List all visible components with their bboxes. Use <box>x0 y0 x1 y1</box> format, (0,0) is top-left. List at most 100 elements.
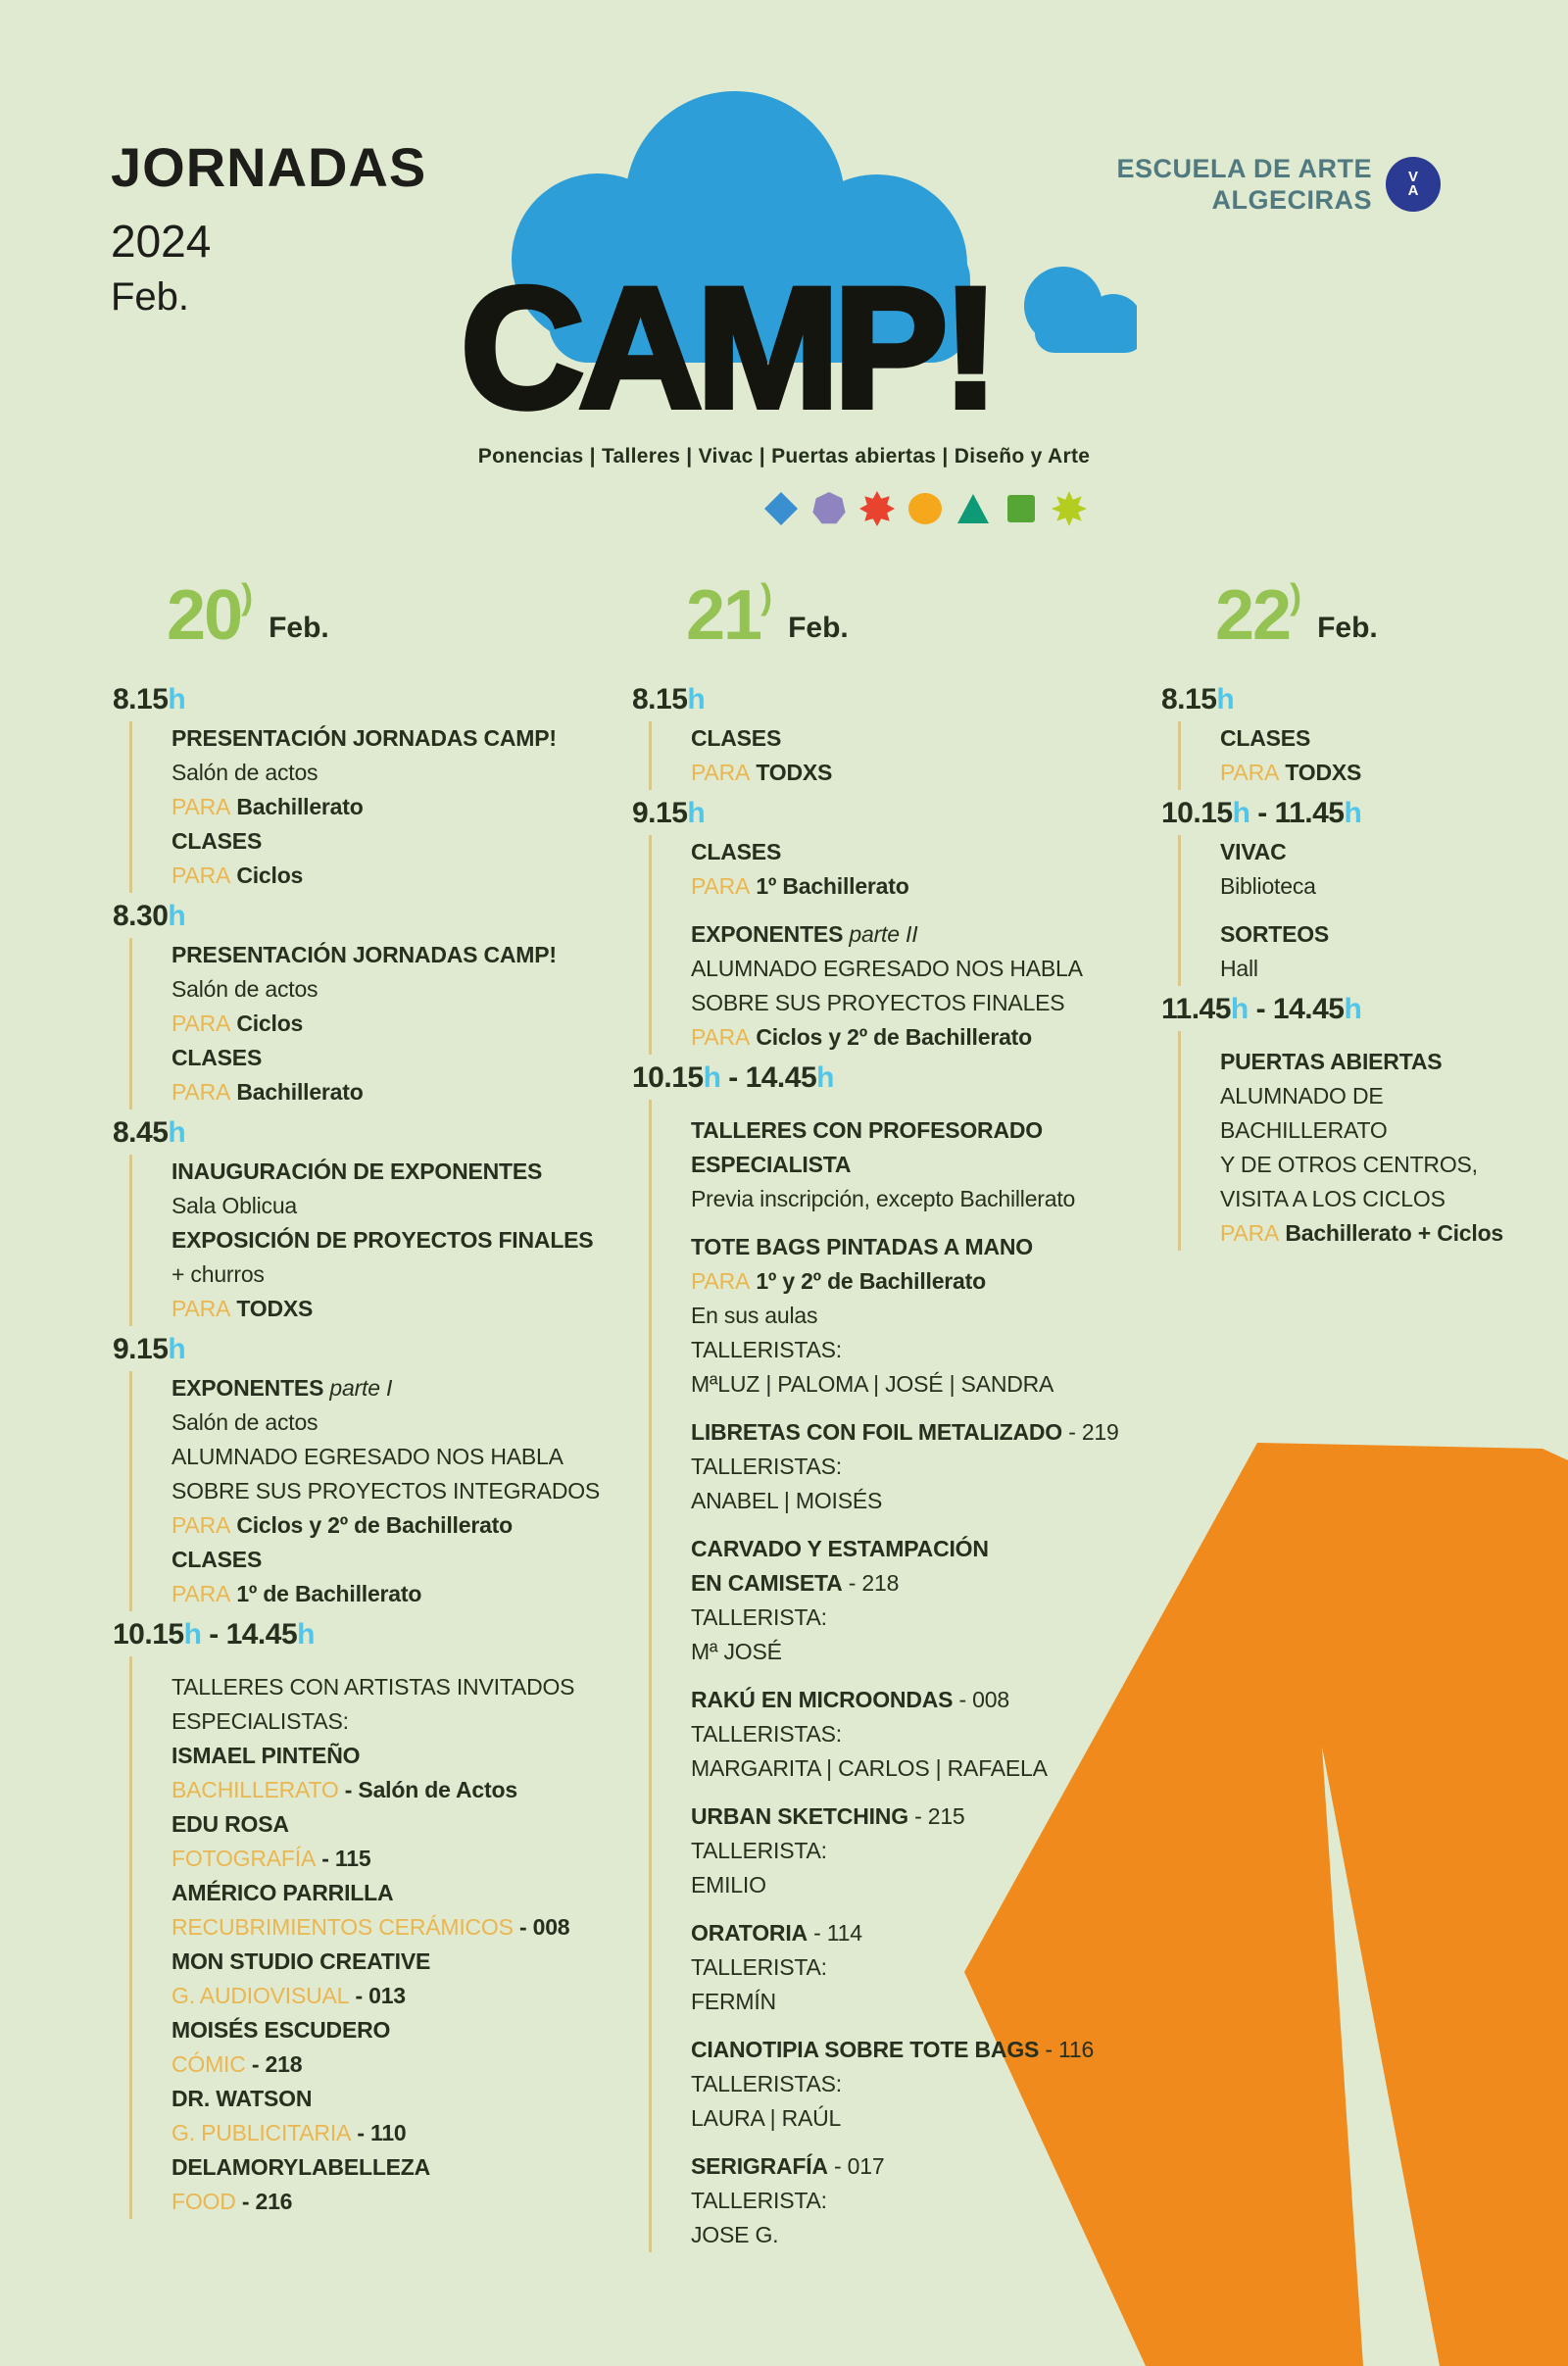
time-unit: h <box>168 683 186 715</box>
event-detail: Previa inscripción, excepto Bachillerato <box>691 1186 1076 1211</box>
workshop-name: SERIGRAFÍA <box>691 2153 828 2179</box>
workshop-assignment: CÓMIC - 218 <box>172 2047 608 2082</box>
small-cloud-icon <box>1024 267 1137 353</box>
event-audience: PARA TODXS <box>1220 756 1553 790</box>
audience-prefix: PARA <box>172 1010 231 1036</box>
audience-prefix: PARA <box>1220 760 1280 785</box>
audience-prefix: PARA <box>172 794 231 819</box>
event-detail: + churros <box>172 1261 265 1287</box>
workshop-room: - 008 <box>513 1914 570 1940</box>
day-column-20: 20) Feb. 8.15h PRESENTACIÓN JORNADAS CAMP! S… <box>113 567 608 2219</box>
workshop-name: EN CAMISETA <box>691 1570 843 1596</box>
event-detail: ALUMNADO DE BACHILLERATO <box>1220 1083 1388 1143</box>
cloud-icon <box>512 91 970 363</box>
workshop-room: - 017 <box>827 2153 885 2179</box>
event-title: CLASES <box>172 828 263 854</box>
event-detail: TALLERISTAS: <box>691 1721 842 1747</box>
event-detail: TALLERISTA: <box>691 1604 827 1630</box>
day-header: 20) Feb. <box>167 567 608 653</box>
event-title-part: parte I <box>323 1375 393 1401</box>
workshop-title: EN CAMISETA - 218 <box>691 1566 1127 1601</box>
event-detail: En sus aulas <box>691 1303 818 1328</box>
day-column-22: 22) Feb. 8.15h CLASES PARA TODXS 10.15h - 11.… <box>1161 567 1553 1251</box>
camp-logo-block: CAMP! Ponencias | Talleres | Vivac | Pue… <box>431 78 1137 527</box>
time-value: - 14.45 <box>720 1061 817 1094</box>
spacer <box>691 2019 1127 2033</box>
audience-prefix: PARA <box>172 1581 231 1606</box>
workshop-assignment: FOOD - 216 <box>172 2185 608 2219</box>
audience-value: Bachillerato + Ciclos <box>1279 1220 1504 1246</box>
day-paren: ) <box>760 576 773 616</box>
event-title: EDU ROSA <box>172 1811 289 1837</box>
day-number: 21 <box>686 576 762 655</box>
audience-prefix: PARA <box>1220 1220 1280 1246</box>
workshop-assignment: G. PUBLICITARIA - 110 <box>172 2116 608 2150</box>
day-paren: ) <box>1290 576 1302 616</box>
spacer <box>691 1669 1127 1683</box>
tallerista-names: MARGARITA | CARLOS | RAFAELA <box>691 1755 1048 1781</box>
event-detail: TALLERISTA: <box>691 2188 827 2213</box>
event-detail: TALLERISTA: <box>691 1954 827 1980</box>
audience-value: 1º y 2º de Bachillerato <box>750 1268 986 1294</box>
workshop-title: RAKÚ EN MICROONDAS - 008 <box>691 1683 1127 1717</box>
event-title: ISMAEL PINTEÑO <box>172 1743 361 1768</box>
event-title: TOTE BAGS PINTADAS A MANO <box>691 1234 1033 1259</box>
spacer <box>691 904 1127 917</box>
time-label: 10.15h - 14.45h <box>113 1613 608 1656</box>
audience-prefix: PARA <box>172 1079 231 1105</box>
poster-title-block: JORNADAS 2024 Feb. <box>111 135 426 320</box>
workshop-name: ORATORIA <box>691 1920 808 1946</box>
event-title: CLASES <box>1220 725 1311 751</box>
workshop-label: G. AUDIOVISUAL <box>172 1983 350 2008</box>
tallerista-names: FERMÍN <box>691 1989 776 2014</box>
workshop-name: RAKÚ EN MICROONDAS <box>691 1687 954 1712</box>
event-title: DR. WATSON <box>172 2086 313 2111</box>
time-unit: h <box>1230 993 1249 1025</box>
event-audience: PARA Bachillerato <box>172 1075 608 1109</box>
event-title: TALLERES CON PROFESORADO <box>691 1117 1043 1143</box>
time-value: - 11.45 <box>1250 797 1345 829</box>
event-list: CLASES PARA TODXS <box>649 721 1127 790</box>
event-title: PRESENTACIÓN JORNADAS CAMP! <box>172 725 557 751</box>
audience-prefix: PARA <box>172 1512 231 1538</box>
workshop-assignment: BACHILLERATO - Salón de Actos <box>172 1773 608 1807</box>
audience-value: TODXS <box>750 760 833 785</box>
school-logo-icon: V A <box>1386 157 1441 212</box>
time-value: 8.15 <box>632 683 688 715</box>
time-block: 8.15h CLASES PARA TODXS <box>1161 678 1553 790</box>
event-list: INAUGURACIÓN DE EXPONENTES Sala Oblicua EX… <box>129 1155 608 1326</box>
time-value: 10.15 <box>1161 797 1233 829</box>
workshop-room: - 216 <box>235 2189 293 2214</box>
camp-logo: CAMP! <box>458 91 1137 441</box>
time-unit: h <box>687 683 706 715</box>
triangle-icon <box>957 494 989 523</box>
audience-prefix: PARA <box>691 1024 751 1050</box>
time-value: 11.45 <box>1161 993 1231 1025</box>
audience-value: Ciclos y 2º de Bachillerato <box>750 1024 1032 1050</box>
event-list: PRESENTACIÓN JORNADAS CAMP! Salón de acto… <box>129 721 608 893</box>
spacer <box>691 1786 1127 1799</box>
time-value: - 14.45 <box>1248 993 1345 1025</box>
school-name: ESCUELA DE ARTE ALGECIRAS <box>1116 153 1372 216</box>
time-unit: h <box>816 1061 834 1094</box>
tallerista-names: Mª JOSÉ <box>691 1639 782 1664</box>
audience-prefix: PARA <box>172 1296 231 1321</box>
event-detail: TALLERISTAS: <box>691 1454 842 1479</box>
event-title: PUERTAS ABIERTAS <box>1220 1049 1443 1074</box>
time-label: 10.15h - 14.45h <box>632 1057 1127 1100</box>
event-title: ESPECIALISTA <box>691 1152 852 1177</box>
time-value: 8.30 <box>113 900 169 932</box>
tallerista-names: ANABEL | MOISÉS <box>691 1488 883 1513</box>
event-title-part: parte II <box>843 921 918 947</box>
heptagon-icon <box>812 492 846 524</box>
time-label: 8.15h <box>632 678 1127 721</box>
event-list: CLASES PARA 1º Bachillerato EXPONENTES par… <box>649 835 1127 1055</box>
event-detail: TALLERISTAS: <box>691 1337 842 1362</box>
event-title: CARVADO Y ESTAMPACIÓN <box>691 1536 989 1561</box>
event-audience: PARA TODXS <box>691 756 1127 790</box>
audience-value: 1º de Bachillerato <box>230 1581 422 1606</box>
audience-value: Ciclos <box>230 1010 304 1036</box>
event-detail: TALLERES CON ARTISTAS INVITADOS <box>172 1674 575 1700</box>
workshop-title: CIANOTIPIA SOBRE TOTE BAGS - 116 <box>691 2033 1127 2067</box>
sun-icon <box>859 491 895 526</box>
